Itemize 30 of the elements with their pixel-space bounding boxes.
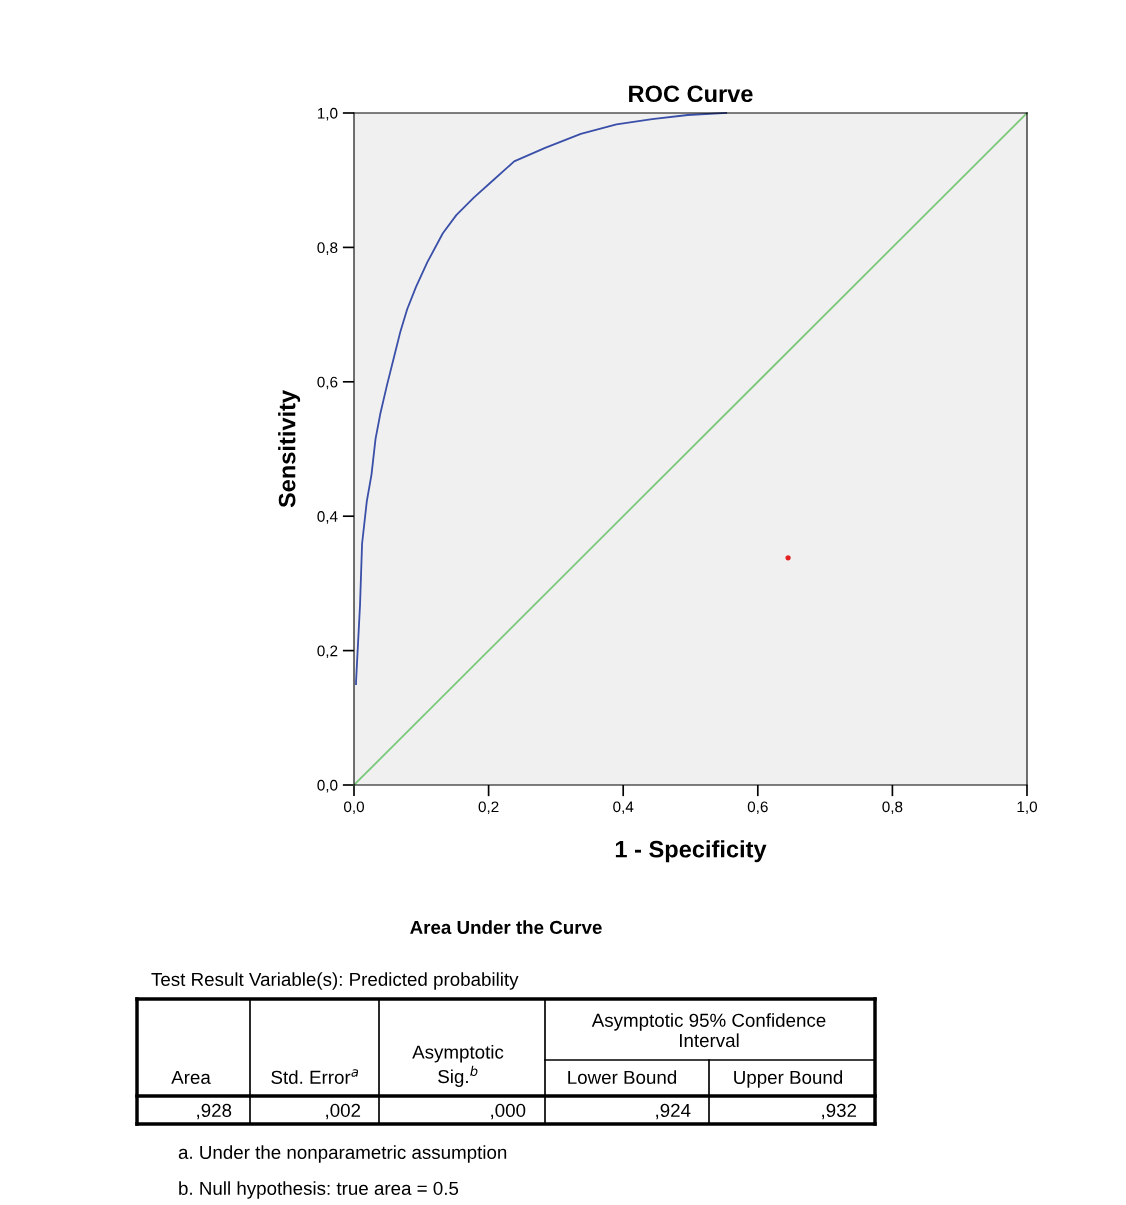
y-tick-label: 0,0	[317, 779, 338, 793]
y-axis-title: Sensitivity	[278, 390, 301, 508]
x-axis-title: 1 - Specificity	[615, 840, 767, 863]
y-tick-label: 0,2	[317, 645, 338, 659]
x-tick-label: 0,8	[882, 801, 903, 814]
text: ,928	[197, 1103, 232, 1120]
text: Area Under the Curve	[410, 920, 602, 935]
text: Lower Bound	[568, 1070, 677, 1085]
x-tick-label: 0,0	[343, 801, 365, 814]
x-tick-label: 0,2	[478, 801, 499, 814]
x-tick-label: 1,0	[1017, 801, 1038, 814]
text: ,000	[491, 1103, 526, 1120]
y-tick-label: 0,8	[317, 242, 338, 255]
text: a. Under the nonparametric assumption	[178, 1145, 507, 1163]
text: Area	[171, 1070, 211, 1085]
text: ,932	[822, 1103, 857, 1120]
text: Test Result Variable(s): Predicted probability	[151, 972, 519, 990]
x-tick-label: 0,4	[613, 801, 634, 814]
x-tick-label: 0,6	[747, 801, 768, 814]
y-tick-label: 0,4	[317, 511, 338, 524]
y-tick-label: 0,6	[317, 376, 338, 390]
text: Asymptotic 95% Confidence Interval	[591, 1013, 826, 1048]
text: Upper Bound	[734, 1070, 843, 1088]
chart-title: ROC Curve	[629, 85, 753, 103]
text: Asymptotic Sig.$^{b}$	[412, 1044, 504, 1087]
text: ,002	[326, 1103, 361, 1120]
text: ,924	[656, 1103, 691, 1120]
text: Std. Error$^{a}$	[271, 1069, 359, 1084]
text: b. Null hypothesis: true area = 0.5	[179, 1181, 459, 1199]
y-tick-label: 1,0	[317, 107, 338, 121]
